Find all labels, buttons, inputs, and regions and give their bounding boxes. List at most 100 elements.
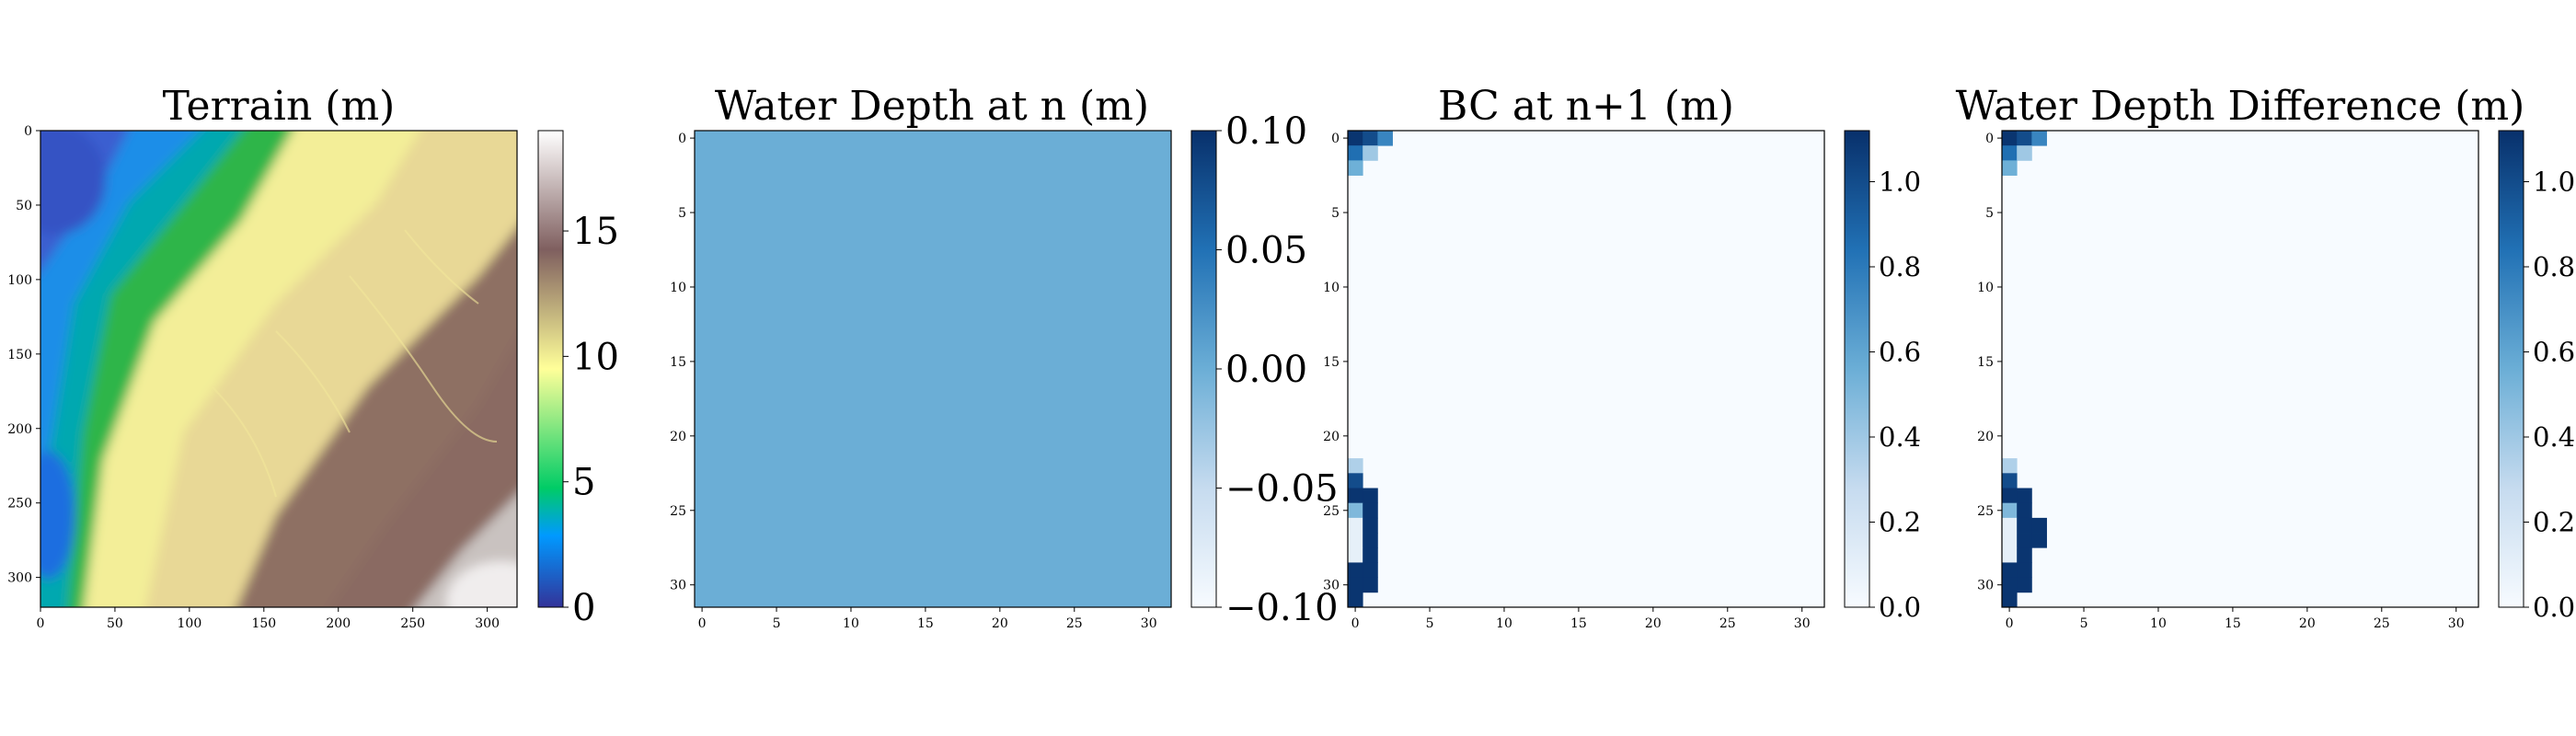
heatmap-cell <box>1363 547 1378 563</box>
panel-water-depth: Water Depth at n (m) 0 5 10 15 20 25 30 0 5 10 15… <box>670 83 1338 631</box>
colorbar-tick-label: 0.4 <box>2533 421 2575 453</box>
panel-depth-difference: Water Depth Difference (m) 0 5 10 15 20 25 30 … <box>1956 83 2575 631</box>
heatmap-cell <box>2002 473 2018 489</box>
colorbar-tick-label: 10 <box>572 336 619 378</box>
x-tick-label: 250 <box>400 616 425 631</box>
heatmap-cell <box>1363 502 1378 519</box>
x-tick-label: 0 <box>2006 616 2014 631</box>
heatmap-cell <box>1363 577 1378 593</box>
x-tick-label: 25 <box>2374 616 2390 631</box>
x-tick-label: 0 <box>698 616 707 631</box>
chart-title: Water Depth Difference (m) <box>1956 83 2525 130</box>
axes-frame <box>694 130 1172 608</box>
heatmap-cell <box>1363 488 1378 504</box>
x-ticks: 0 5 10 15 20 25 30 <box>698 607 1157 631</box>
heatmap-cell <box>1348 517 1363 534</box>
colorbar-tick-label: −0.10 <box>1225 587 1339 629</box>
colorbar: 0.0 0.2 0.4 0.6 0.8 1.0 <box>1844 130 1921 623</box>
x-tick-label: 150 <box>251 616 276 631</box>
y-tick-label: 25 <box>670 504 686 519</box>
y-tick-label: 20 <box>670 430 686 444</box>
heatmap-cell <box>1348 131 1363 146</box>
heatmap-cell <box>1363 517 1378 534</box>
heatmap-cell <box>2002 458 2018 474</box>
y-tick-label: 10 <box>670 281 686 295</box>
colorbar-tick-label: 5 <box>572 462 595 504</box>
heatmap-cell <box>1348 160 1363 176</box>
colorbar-gradient <box>537 130 564 608</box>
y-tick-label: 30 <box>1977 579 1994 593</box>
colorbar-tick-label: 0.6 <box>1879 337 1921 368</box>
colorbar-gradient <box>1190 130 1217 608</box>
heatmap-cell <box>2002 533 2018 548</box>
uniform-heatmap <box>695 131 1171 607</box>
y-tick-label: 30 <box>1323 579 1340 593</box>
heatmap-cell <box>1363 131 1378 146</box>
colorbar-tick-label: 15 <box>572 211 619 253</box>
heatmap-cell <box>1348 458 1363 474</box>
x-tick-label: 50 <box>107 616 123 631</box>
heatmap-cell <box>2031 533 2047 548</box>
y-tick-label: 200 <box>7 422 32 437</box>
colorbar: 0 5 10 15 <box>537 130 619 629</box>
heatmap-cell <box>2002 562 2018 579</box>
chart-title: Terrain (m) <box>163 83 396 130</box>
colorbar-tick-label: 0.10 <box>1225 110 1307 153</box>
axes-frame <box>1347 130 1825 608</box>
x-tick-label: 10 <box>1496 616 1512 631</box>
x-tick-label: 100 <box>178 616 202 631</box>
y-tick-label: 150 <box>7 348 32 362</box>
heatmap-cell <box>2002 145 2018 161</box>
heatmap-cell <box>2002 160 2018 176</box>
heatmap-cell <box>2017 577 2032 593</box>
panel-bc: BC at n+1 (m) 0 5 10 15 20 25 30 051015202530 … <box>1323 83 1921 631</box>
y-tick-label: 20 <box>1977 430 1994 444</box>
heatmap-cell <box>2017 488 2032 504</box>
colorbar-tick-label: 0.4 <box>1879 421 1921 453</box>
colorbar-tick-label: −0.05 <box>1225 468 1339 511</box>
x-ticks: 0 5 10 15 20 25 30 <box>2006 607 2465 631</box>
y-ticks: 0 5 10 15 20 25 30 <box>1977 132 2002 593</box>
colorbar-tick-label: 1.0 <box>1879 167 1921 198</box>
heatmap-cell <box>2017 517 2032 534</box>
heatmap-cell <box>2017 502 2032 519</box>
colorbar-tick-label: 0.6 <box>2533 337 2575 368</box>
colorbar: −0.10 −0.05 0.00 0.05 0.10 <box>1190 110 1339 629</box>
x-tick-label: 25 <box>1066 616 1083 631</box>
x-tick-label: 5 <box>1426 616 1434 631</box>
heatmap-cell <box>2017 131 2032 146</box>
heatmap-cell <box>2002 502 2018 519</box>
x-tick-label: 5 <box>773 616 781 631</box>
chart-title: Water Depth at n (m) <box>715 83 1149 130</box>
x-tick-label: 200 <box>326 616 351 631</box>
axes-frame <box>40 130 518 608</box>
y-tick-label: 0 <box>1985 132 1994 146</box>
y-tick-label: 100 <box>7 273 32 288</box>
heatmap-cell <box>1363 145 1378 161</box>
colorbar-tick-label: 0 <box>572 587 595 629</box>
x-tick-label: 20 <box>1645 616 1662 631</box>
y-tick-label: 300 <box>7 571 32 586</box>
x-tick-label: 20 <box>992 616 1008 631</box>
x-tick-label: 0 <box>1351 616 1360 631</box>
colorbar-tick-label: 0.0 <box>1879 592 1921 623</box>
x-ticks: 0 5 10 15 20 25 30 <box>1351 607 1811 631</box>
heatmap-cell <box>1348 592 1363 608</box>
y-tick-label: 15 <box>670 355 686 370</box>
y-tick-label: 20 <box>1323 430 1340 444</box>
x-tick-label: 10 <box>2150 616 2167 631</box>
heatmap-cell <box>1348 473 1363 489</box>
x-tick-label: 5 <box>2080 616 2088 631</box>
heatmap-cell <box>2002 592 2018 608</box>
x-tick-label: 300 <box>475 616 500 631</box>
colorbar-tick-label: 0.8 <box>1879 251 1921 282</box>
heatmap-cell <box>1348 562 1363 579</box>
heatmap-cell <box>1348 145 1363 161</box>
colorbar-tick-label: 0.0 <box>2533 592 2575 623</box>
heatmap-cell <box>2017 547 2032 563</box>
heatmap-cell <box>1348 502 1363 519</box>
x-tick-label: 30 <box>2448 616 2465 631</box>
colorbar-tick-label: 0.2 <box>2533 507 2575 538</box>
colorbar-tick-label: 0.00 <box>1225 349 1307 391</box>
